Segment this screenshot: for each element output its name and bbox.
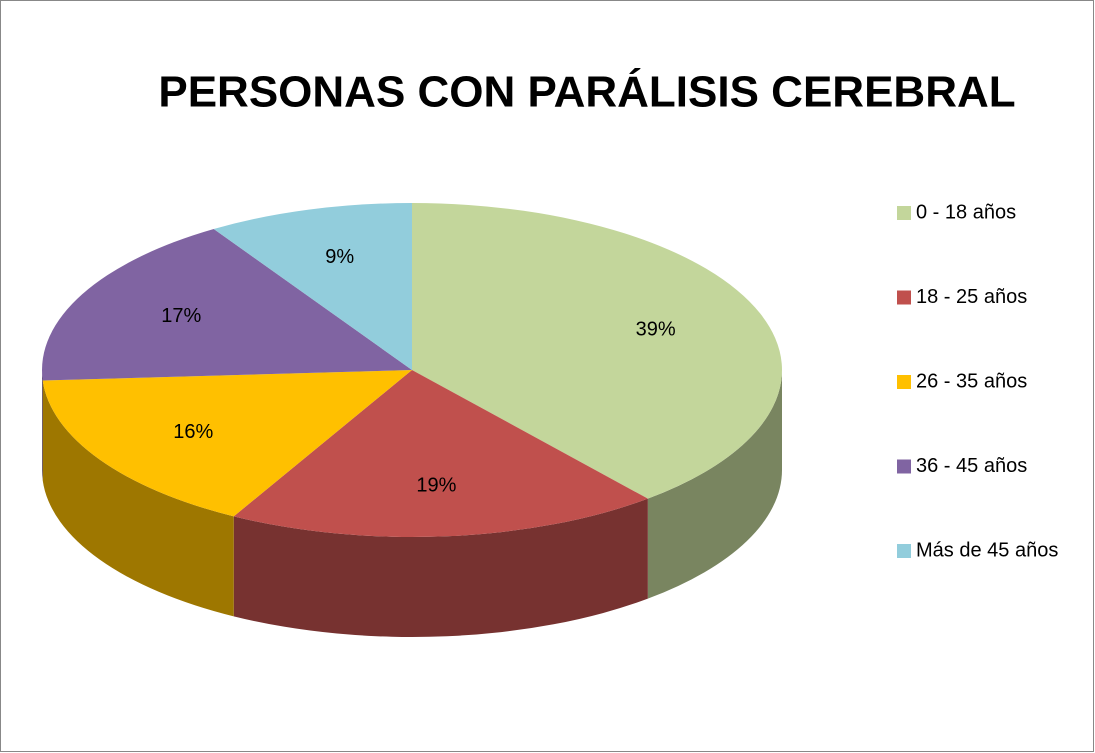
- pie-side: [647, 370, 782, 599]
- legend-label: 0 - 18 años: [916, 201, 1016, 223]
- pie-slice: [42, 370, 413, 517]
- pie-slice: [412, 203, 783, 499]
- legend-swatch: [897, 459, 911, 474]
- chart-title: PERSONAS CON PARÁLISIS CEREBRAL: [158, 67, 1015, 117]
- pie-side: [42, 370, 43, 481]
- data-label: 19%: [416, 475, 456, 497]
- data-label: 39%: [636, 319, 676, 341]
- legend-swatch: [897, 544, 911, 558]
- pie-slice: [213, 203, 412, 370]
- pie-side: [233, 498, 648, 637]
- data-label: 17%: [161, 305, 201, 327]
- data-label: 9%: [325, 246, 354, 268]
- legend-swatch: [897, 206, 911, 220]
- legend-label: 18 - 25 años: [916, 286, 1027, 308]
- pie-slice: [233, 370, 648, 537]
- legend-label: Más de 45 años: [916, 539, 1058, 561]
- legend-label: 26 - 35 años: [916, 370, 1027, 392]
- legend-swatch: [897, 290, 911, 305]
- pie-side: [42, 380, 234, 617]
- legend-swatch: [897, 375, 911, 389]
- legend-label: 36 - 45 años: [916, 455, 1027, 477]
- data-label: 16%: [173, 421, 213, 443]
- pie-slice: [41, 228, 412, 381]
